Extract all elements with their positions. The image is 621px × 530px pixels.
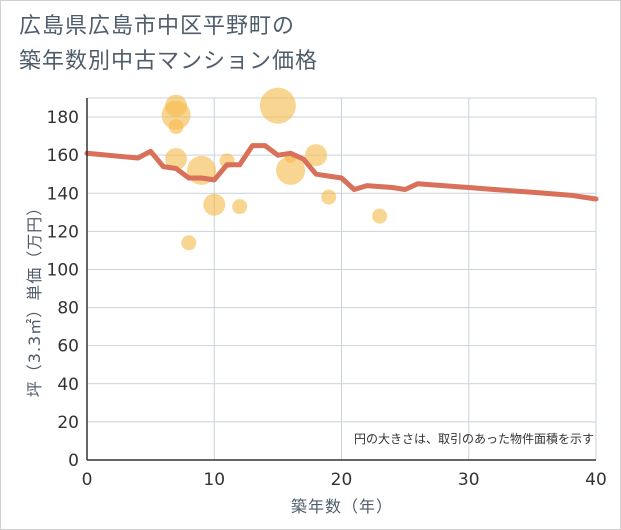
y-tick-label: 140	[47, 184, 79, 204]
axes	[86, 98, 596, 461]
y-axis-label: 坪（3.3㎡）単価（万円）	[25, 199, 44, 397]
bubble-point	[181, 235, 197, 251]
y-tick-label: 100	[47, 260, 79, 280]
y-tick-label: 0	[68, 451, 79, 471]
bubble-point	[165, 147, 188, 170]
bubble-point	[232, 199, 248, 215]
y-tick-label: 60	[57, 337, 79, 357]
x-tick-labels: 0 10 20 30 40	[82, 470, 607, 490]
trend-line	[84, 143, 599, 202]
bubble-point	[259, 87, 296, 124]
y-tick-label: 40	[57, 375, 79, 395]
bubble-point	[321, 189, 337, 205]
y-tick-label: 120	[47, 222, 79, 242]
bubble-point	[203, 193, 226, 216]
x-tick-label: 0	[82, 470, 93, 490]
y-tick-label: 20	[57, 413, 79, 433]
bubble-series	[161, 87, 388, 251]
bubble-point	[372, 208, 388, 224]
bubble-point	[276, 155, 306, 185]
bubble-point	[305, 144, 328, 167]
x-axis-label: 築年数（年）	[291, 497, 393, 516]
chart-title-line1: 広島県広島市中区平野町の	[19, 14, 296, 39]
y-tick-label: 80	[57, 299, 79, 319]
x-tick-label: 10	[203, 470, 225, 490]
bubble-point	[161, 100, 191, 130]
y-tick-label: 160	[47, 146, 79, 166]
chart-title: 広島県広島市中区平野町の 築年数別中古マンション価格	[19, 9, 579, 79]
bubble-size-note: 円の大きさは、取引のあった物件面積を示す	[354, 431, 594, 446]
y-tick-labels: 0 20 40 60 80 100 120 140 160 180	[47, 108, 79, 471]
trend-series	[84, 143, 599, 202]
chart-title-line2: 築年数別中古マンション価格	[19, 49, 319, 74]
x-tick-label: 30	[458, 470, 480, 490]
grid-lines	[87, 97, 597, 460]
bubble-point	[168, 119, 184, 135]
x-tick-label: 20	[331, 470, 353, 490]
y-tick-label: 180	[47, 108, 79, 128]
x-tick-label: 40	[585, 470, 607, 490]
